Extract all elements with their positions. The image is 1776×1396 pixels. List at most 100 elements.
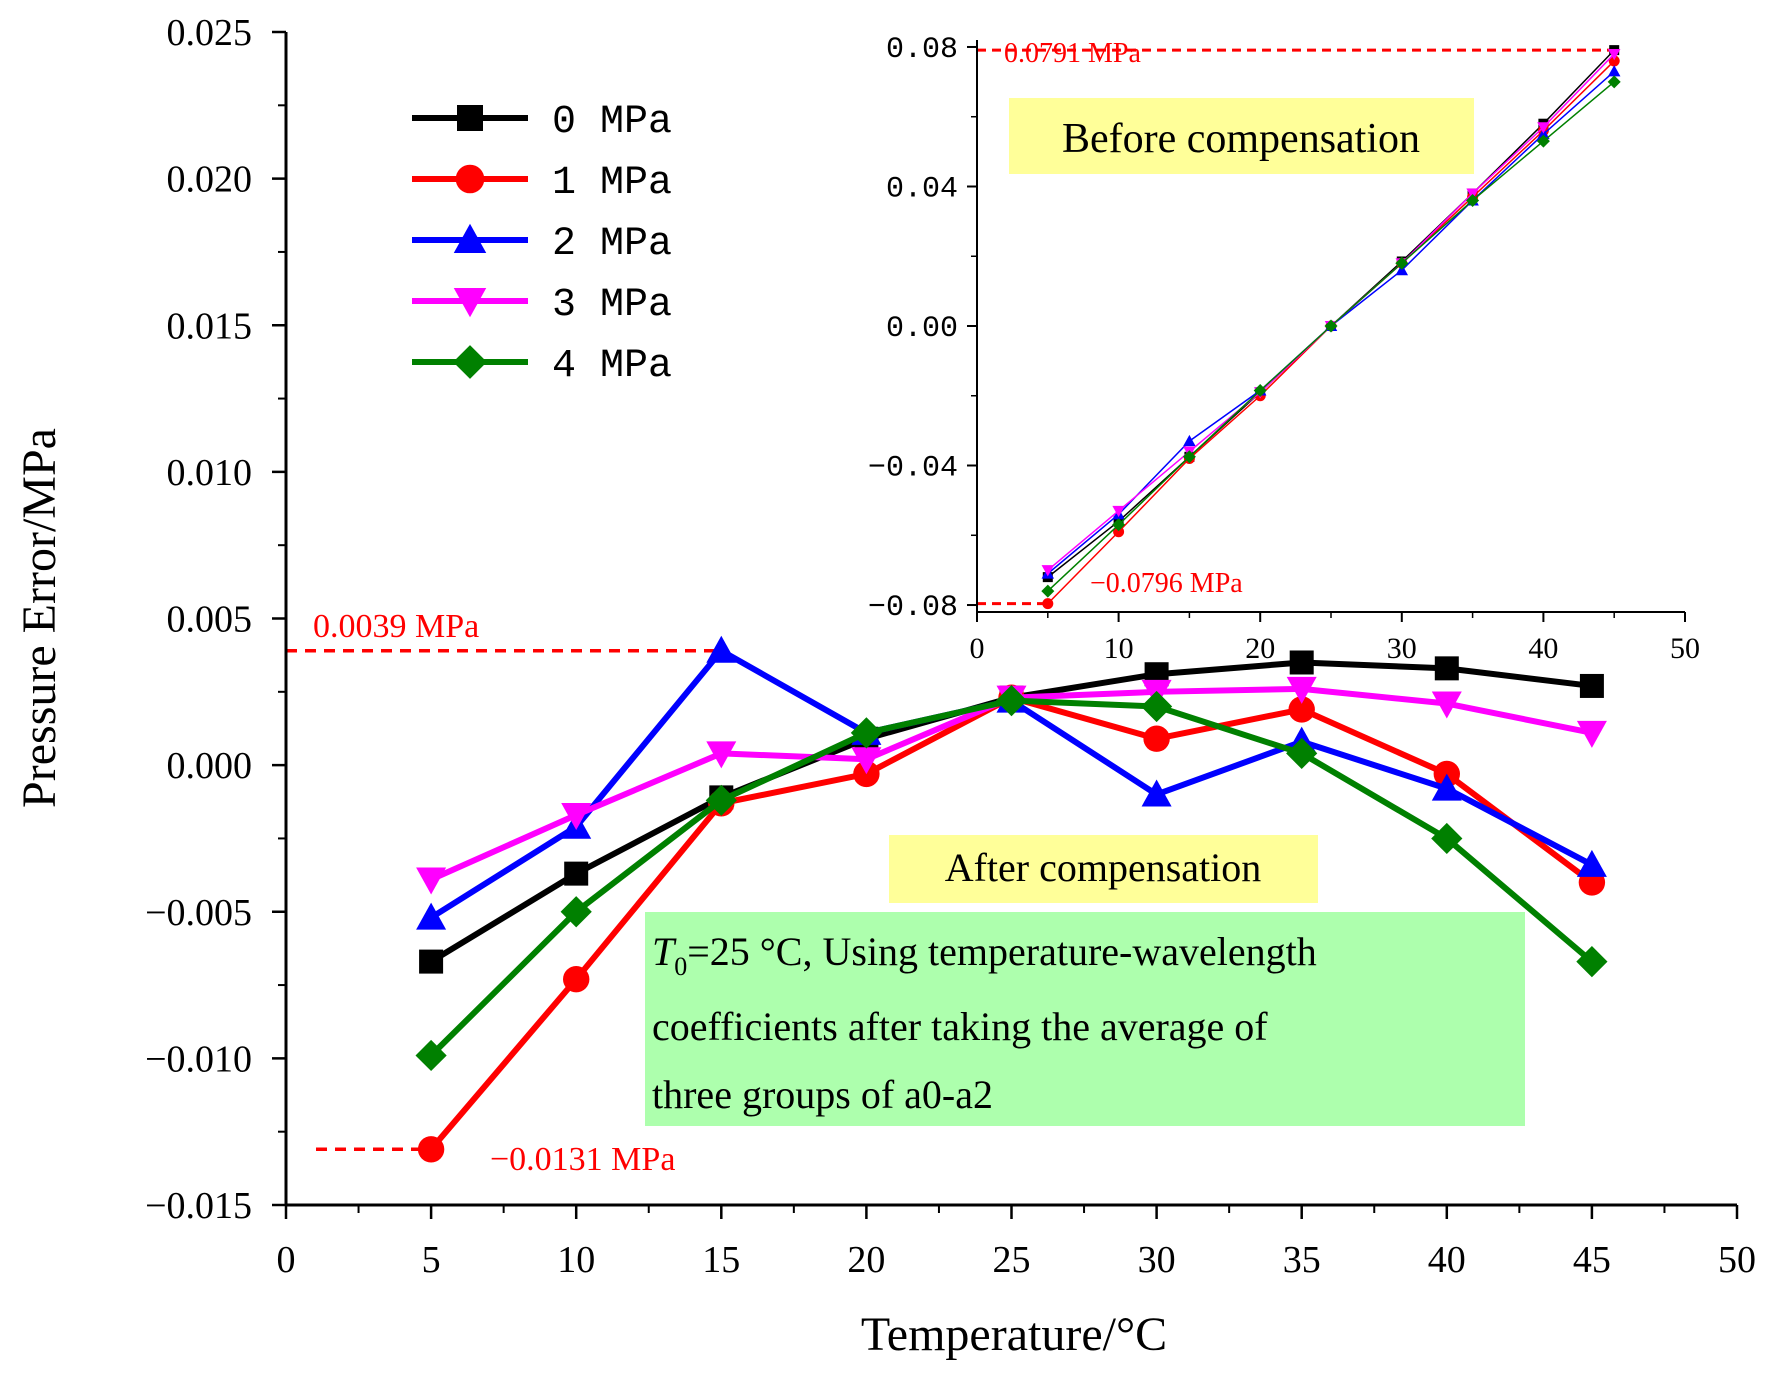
legend-entry: 1 MPa (412, 161, 672, 206)
note-box (645, 912, 1525, 1126)
inset-data-point (1537, 127, 1550, 140)
inset-y-tick-label: 0.00 (886, 312, 958, 346)
legend-marker (457, 105, 483, 131)
note-line-1-text: =25 °C, Using temperature-wavelength (687, 929, 1317, 974)
inset-data-point (1041, 565, 1055, 577)
main-x-axis-label: Temperature/°C (861, 1308, 1167, 1361)
inset-data-point (1113, 526, 1125, 538)
main-x-tick-label: 5 (422, 1239, 441, 1281)
main-series-4 (415, 685, 1608, 1072)
main-data-point (417, 1136, 445, 1163)
main-data-point (1286, 737, 1318, 769)
legend-entry: 4 MPa (412, 344, 672, 389)
inset-ref-label-min: −0.0796 MPa (1090, 568, 1243, 599)
inset-data-point (1608, 55, 1620, 67)
main-data-point (1141, 779, 1172, 807)
main-y-tick-label: 0.015 (167, 305, 253, 347)
main-data-point (563, 965, 590, 993)
note-line-2: coefficients after taking the average of (652, 1004, 1268, 1049)
main-data-point (1576, 720, 1607, 748)
main-tick-labels: 0 5 10 15 20 25 30 35 40 45 50 −0.015 −0.010 −0.005 0.… (145, 12, 1756, 1281)
inset-plot: 0 10 20 30 40 50 −0.08 −0.04 0.00 0.04 0.08 0.0791… (868, 33, 1700, 665)
note-t-subscript: 0 (674, 952, 687, 981)
main-data-point (416, 867, 447, 895)
inset-data-point (1041, 584, 1055, 598)
main-data-point (995, 685, 1028, 717)
main-data-point (706, 635, 737, 663)
legend-label: 4 MPa (552, 344, 672, 389)
inset-x-tick-label: 30 (1387, 632, 1417, 665)
main-x-tick-label: 25 (993, 1239, 1031, 1281)
inset-tick-labels: 0 10 20 30 40 50 −0.08 −0.04 0.00 0.04 0.08 (868, 33, 1700, 665)
inset-series-4 (1041, 75, 1621, 598)
main-data-point (705, 784, 737, 816)
legend-marker (453, 288, 487, 318)
main-y-tick-label: 0.020 (167, 159, 253, 201)
main-data-point (1431, 822, 1463, 855)
main-series (415, 635, 1608, 1163)
main-plot: 0 5 10 15 20 25 30 35 40 45 50 −0.015 −0.010 −0.005 0.… (13, 12, 1756, 1361)
inset-data-point (1183, 434, 1196, 447)
main-data-point (1286, 676, 1317, 704)
inset-x-tick-label: 50 (1670, 632, 1700, 665)
inset-data-point (1607, 75, 1621, 89)
main-data-point (419, 949, 444, 974)
legend: 0 MPa 1 MPa 2 MPa 3 MPa 4 MPa (412, 100, 672, 389)
inset-series (1041, 45, 1621, 610)
inset-data-point (1112, 505, 1125, 518)
main-data-point (1431, 773, 1462, 801)
main-data-point (1289, 650, 1314, 675)
inset-data-point (1182, 450, 1196, 464)
inset-x-tick-label: 40 (1528, 632, 1558, 665)
inset-data-point (1395, 256, 1409, 270)
main-y-tick-label: 0.005 (167, 599, 253, 641)
main-y-axis-label: Pressure Error/MPa (13, 428, 66, 808)
main-x-tick-label: 35 (1283, 1239, 1321, 1281)
main-data-point (1143, 725, 1170, 752)
ref-label-min: −0.0131 MPa (490, 1141, 675, 1178)
legend-entry: 0 MPa (412, 100, 672, 145)
inset-y-tick-label: 0.04 (886, 172, 958, 206)
main-data-point (416, 902, 447, 930)
main-data-point (851, 747, 882, 775)
inset-data-point (1607, 48, 1621, 61)
main-x-tick-label: 45 (1573, 1239, 1611, 1281)
main-x-tick-label: 30 (1138, 1239, 1176, 1281)
main-x-tick-label: 15 (702, 1239, 740, 1281)
main-x-tick-label: 0 (277, 1239, 296, 1281)
main-data-point (706, 741, 737, 769)
inset-y-tick-label: 0.08 (886, 33, 958, 67)
legend-entry: 2 MPa (412, 222, 672, 267)
main-data-point (560, 896, 592, 928)
legend-label: 3 MPa (552, 283, 672, 328)
legend-label: 1 MPa (552, 161, 672, 206)
main-data-point (850, 717, 882, 749)
inset-x-tick-label: 10 (1104, 632, 1134, 665)
before-compensation-label: Before compensation (1062, 116, 1420, 162)
inset-data-point (1112, 518, 1126, 532)
inset-data-point (1042, 598, 1054, 610)
main-y-tick-label: −0.015 (145, 1185, 252, 1227)
before-compensation-box (1009, 98, 1474, 174)
after-compensation-box (889, 835, 1318, 903)
main-x-tick-label: 10 (557, 1239, 595, 1281)
note-t-symbol: T (652, 929, 677, 974)
main-data-point (1141, 690, 1173, 723)
legend-label: 0 MPa (552, 100, 672, 145)
inset-data-point (1466, 193, 1480, 207)
inset-data-point (1324, 319, 1338, 333)
after-compensation-label: After compensation (945, 845, 1262, 890)
inset-data-point (1537, 122, 1550, 134)
note-line-3: three groups of a0-a2 (652, 1072, 993, 1117)
legend-marker (453, 223, 487, 253)
main-y-tick-label: 0.010 (167, 452, 253, 494)
note-line-1: T0=25 °C, Using temperature-wavelength (652, 929, 1317, 981)
inset-data-point (1253, 384, 1267, 398)
main-data-point (1288, 696, 1315, 723)
main-x-tick-label: 50 (1718, 1239, 1756, 1281)
inset-reference-lines (977, 48, 1615, 606)
ref-label-max: 0.0039 MPa (313, 608, 479, 645)
legend-label: 2 MPa (552, 222, 672, 267)
